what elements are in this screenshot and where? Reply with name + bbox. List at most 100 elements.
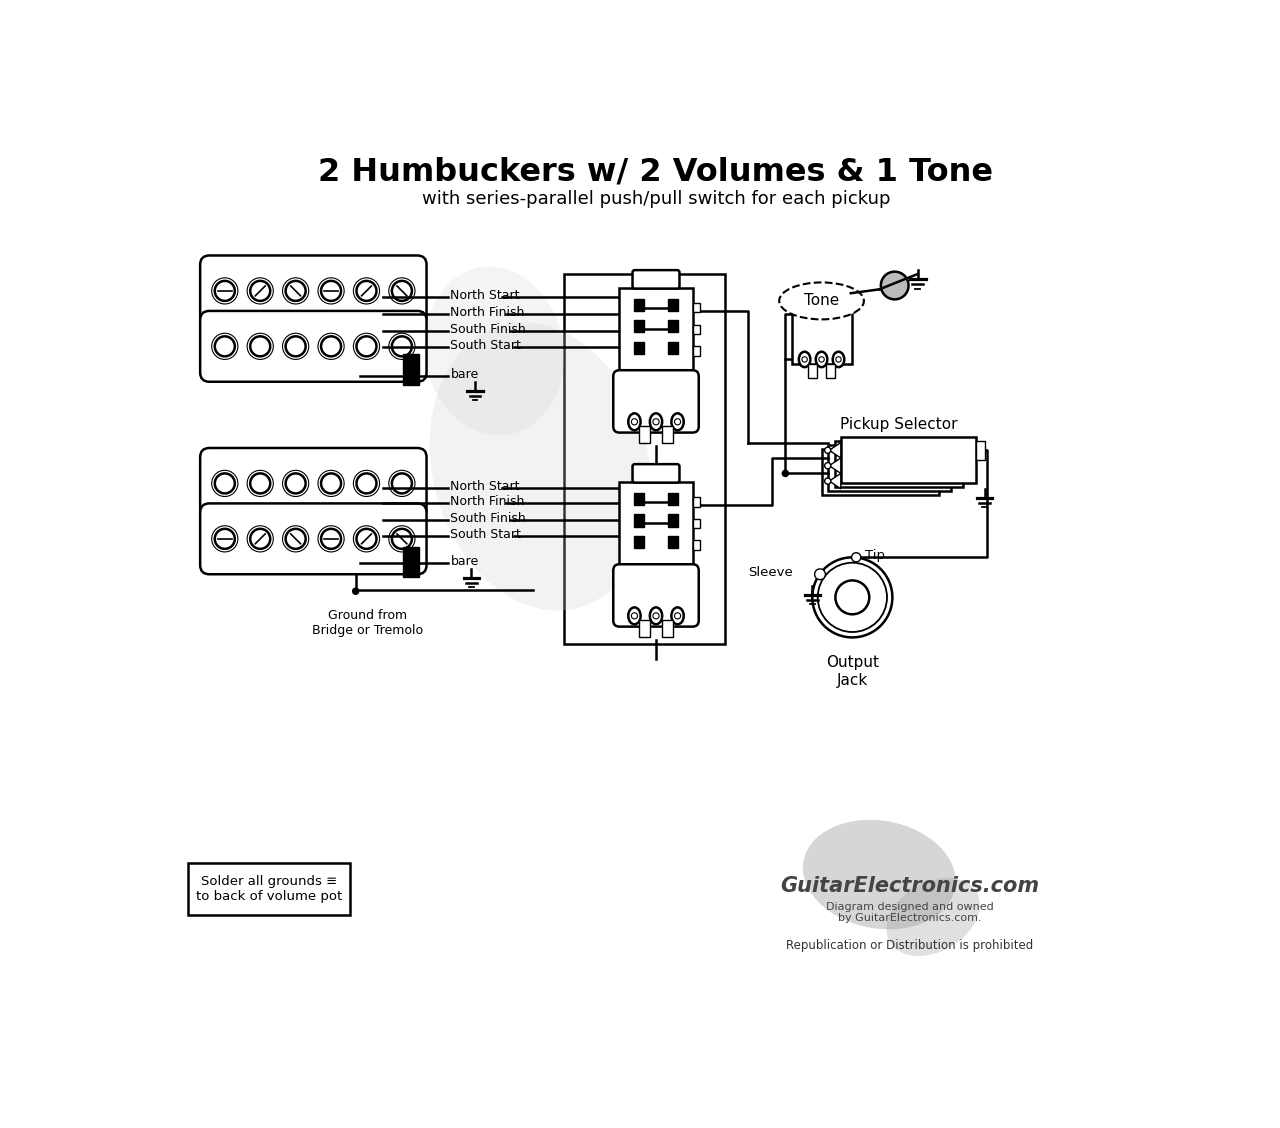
Circle shape	[653, 613, 659, 619]
Circle shape	[285, 336, 306, 356]
Text: by GuitarElectronics.com.: by GuitarElectronics.com.	[838, 913, 982, 923]
Text: bare: bare	[451, 368, 479, 380]
Bar	[668, 514, 677, 527]
FancyBboxPatch shape	[613, 370, 699, 432]
Bar	[692, 519, 700, 528]
Ellipse shape	[887, 878, 980, 957]
Bar	[403, 354, 419, 385]
Ellipse shape	[628, 607, 640, 624]
Circle shape	[285, 529, 306, 549]
Circle shape	[881, 272, 909, 299]
Polygon shape	[829, 474, 841, 488]
Text: with series-parallel push/pull switch for each pickup: with series-parallel push/pull switch fo…	[421, 190, 891, 208]
Text: 2 Humbuckers w/ 2 Volumes & 1 Tone: 2 Humbuckers w/ 2 Volumes & 1 Tone	[319, 157, 993, 188]
Bar	[668, 299, 677, 311]
Bar	[841, 438, 975, 484]
Circle shape	[818, 563, 887, 632]
Circle shape	[250, 474, 270, 493]
Polygon shape	[829, 442, 841, 458]
FancyBboxPatch shape	[632, 270, 680, 289]
Text: Republication or Distribution is prohibited: Republication or Distribution is prohibi…	[786, 938, 1034, 952]
Circle shape	[392, 336, 412, 356]
Bar	[692, 303, 700, 312]
Circle shape	[321, 281, 340, 301]
Text: Diagram designed and owned: Diagram designed and owned	[826, 902, 995, 911]
Bar	[828, 444, 951, 491]
Circle shape	[631, 418, 637, 425]
Text: Sleeve: Sleeve	[749, 566, 794, 579]
Ellipse shape	[650, 607, 662, 624]
Circle shape	[356, 336, 376, 356]
Ellipse shape	[430, 323, 652, 610]
Circle shape	[392, 474, 412, 493]
Circle shape	[356, 529, 376, 549]
Bar	[835, 441, 964, 487]
Circle shape	[321, 336, 340, 356]
Text: North Finish: North Finish	[451, 306, 525, 319]
Circle shape	[801, 356, 808, 362]
Circle shape	[814, 569, 826, 580]
Text: Tone: Tone	[804, 293, 840, 308]
Text: Output
Jack: Output Jack	[826, 655, 879, 687]
Bar	[791, 310, 851, 364]
Circle shape	[819, 356, 824, 362]
Bar	[668, 342, 677, 354]
Bar	[635, 342, 644, 354]
Text: Ground from
Bridge or Tremolo: Ground from Bridge or Tremolo	[312, 609, 422, 637]
Circle shape	[285, 281, 306, 301]
Circle shape	[824, 478, 831, 484]
Ellipse shape	[628, 413, 640, 430]
Bar	[668, 320, 677, 333]
Bar	[639, 620, 650, 637]
Text: South Finish: South Finish	[451, 512, 526, 525]
Circle shape	[675, 418, 681, 425]
Circle shape	[215, 474, 234, 493]
Bar	[662, 620, 673, 637]
FancyBboxPatch shape	[200, 255, 426, 326]
Text: North Start: North Start	[451, 481, 520, 493]
Circle shape	[836, 356, 841, 362]
Circle shape	[782, 470, 788, 476]
Ellipse shape	[672, 413, 684, 430]
Bar	[635, 320, 644, 333]
Bar	[635, 493, 644, 505]
Bar	[668, 493, 677, 505]
Circle shape	[392, 529, 412, 549]
Bar	[662, 426, 673, 443]
Ellipse shape	[672, 607, 684, 624]
Ellipse shape	[780, 282, 864, 319]
Circle shape	[250, 281, 270, 301]
Circle shape	[356, 281, 376, 301]
Circle shape	[392, 281, 412, 301]
FancyBboxPatch shape	[613, 564, 699, 627]
Bar	[620, 482, 692, 566]
Ellipse shape	[833, 352, 845, 367]
Text: GuitarElectronics.com: GuitarElectronics.com	[781, 876, 1039, 896]
Bar	[620, 288, 692, 372]
Bar	[668, 536, 677, 548]
Circle shape	[813, 557, 892, 637]
Circle shape	[285, 474, 306, 493]
Polygon shape	[829, 458, 841, 474]
Text: North Finish: North Finish	[451, 495, 525, 509]
Circle shape	[631, 613, 637, 619]
Ellipse shape	[650, 413, 662, 430]
FancyBboxPatch shape	[200, 503, 426, 574]
Circle shape	[250, 529, 270, 549]
Bar	[188, 863, 349, 915]
Circle shape	[352, 588, 358, 594]
Circle shape	[215, 336, 234, 356]
Text: North Start: North Start	[451, 289, 520, 302]
Circle shape	[321, 529, 340, 549]
Bar	[635, 299, 644, 311]
Bar	[822, 449, 938, 495]
Circle shape	[250, 336, 270, 356]
Text: Tip: Tip	[865, 549, 886, 562]
Text: Solder all grounds ≡
to back of volume pot: Solder all grounds ≡ to back of volume p…	[196, 875, 342, 904]
Bar	[808, 364, 817, 378]
Circle shape	[321, 474, 340, 493]
Circle shape	[824, 447, 831, 453]
Ellipse shape	[425, 266, 564, 435]
Bar	[635, 536, 644, 548]
Bar	[692, 325, 700, 334]
